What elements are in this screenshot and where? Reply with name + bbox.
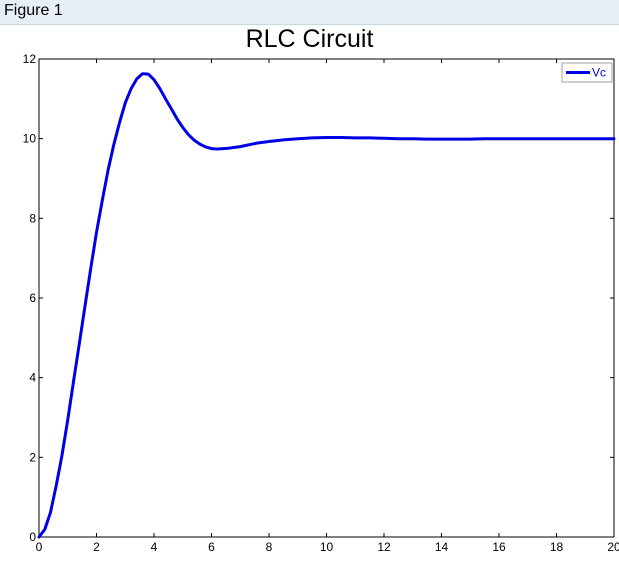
y-tick-label: 12 bbox=[23, 52, 37, 66]
x-tick-label: 20 bbox=[607, 540, 619, 554]
y-tick-label: 8 bbox=[29, 211, 36, 225]
x-tick-label: 18 bbox=[550, 540, 564, 554]
y-tick-label: 6 bbox=[29, 291, 36, 305]
legend: Vc bbox=[561, 62, 613, 83]
x-tick-label: 12 bbox=[377, 540, 391, 554]
x-tick-label: 2 bbox=[93, 540, 100, 554]
figure-label: Figure 1 bbox=[4, 2, 63, 19]
y-tick-label: 0 bbox=[29, 530, 36, 544]
legend-label: Vc bbox=[592, 66, 606, 80]
x-tick-label: 6 bbox=[208, 540, 215, 554]
x-tick-label: 14 bbox=[435, 540, 449, 554]
x-tick-label: 4 bbox=[151, 540, 158, 554]
y-tick-label: 2 bbox=[29, 450, 36, 464]
x-tick-label: 16 bbox=[492, 540, 506, 554]
x-tick-label: 0 bbox=[36, 540, 43, 554]
figure-window-bar: Figure 1 bbox=[0, 0, 619, 25]
plot-area bbox=[38, 58, 615, 538]
y-tick-label: 4 bbox=[29, 371, 36, 385]
x-tick-label: 10 bbox=[320, 540, 334, 554]
chart-title: RLC Circuit bbox=[245, 25, 374, 53]
y-tick-label: 10 bbox=[23, 132, 37, 146]
x-tick-label: 8 bbox=[266, 540, 273, 554]
series-line-vc bbox=[37, 72, 616, 539]
